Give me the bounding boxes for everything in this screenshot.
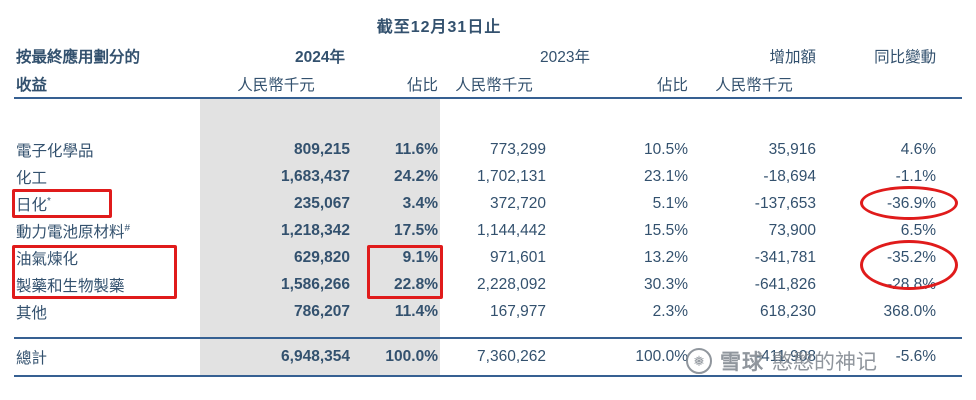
table-row: 其他 786,207 11.4% 167,977 2.3% 618,230 36…: [14, 298, 962, 325]
amount-2024-cell: 786,207: [200, 298, 352, 325]
row-label-text: 其他: [16, 304, 48, 322]
yoy-cell: -36.9%: [886, 194, 937, 212]
yoy-cell: 6.5%: [900, 221, 937, 239]
footnote-marker: *: [47, 195, 51, 207]
total-label: 總計: [14, 337, 200, 377]
total-share-2023: 100.0%: [548, 337, 690, 377]
subheader-amount-increase: 人民幣千元: [690, 70, 818, 99]
row-label: 動力電池原材料#: [14, 217, 200, 244]
row-label: 製藥和生物製藥: [14, 271, 200, 298]
share-2023-cell: 5.1%: [652, 194, 688, 212]
subheader-share-2023: 佔比: [548, 70, 690, 99]
footnote-marker: #: [124, 222, 131, 234]
share-2024-cell: 3.4%: [352, 190, 440, 217]
amount-2023-cell: 167,977: [489, 302, 546, 320]
amount-2023-cell: 2,228,092: [477, 275, 546, 293]
col-header-increase: 增加額: [769, 49, 816, 66]
total-row: 總計 6,948,354 100.0% 7,360,262 100.0% -41…: [14, 337, 963, 377]
amount-2024-cell: 809,215: [200, 136, 352, 163]
yoy-cell: -1.1%: [895, 167, 937, 185]
amount-2024-cell: 1,683,437: [200, 163, 352, 190]
row-label: 日化*: [14, 190, 200, 217]
row-label-text: 製藥和生物製藥: [16, 277, 125, 295]
share-2024-cell: 9.1%: [352, 244, 440, 271]
xueqiu-watermark: ❅ 雪球 憨憨的神记: [686, 346, 877, 376]
share-2023-cell: 30.3%: [644, 275, 688, 293]
increase-cell: 35,916: [768, 140, 816, 158]
row-label-text: 化工: [16, 169, 48, 187]
row-label: 電子化學品: [14, 136, 200, 163]
share-2023-cell: 13.2%: [644, 248, 688, 266]
amount-2023-cell: 971,601: [489, 248, 546, 266]
share-2024-cell: 24.2%: [352, 163, 440, 190]
share-2023-cell: 15.5%: [644, 221, 688, 239]
table-row: 製藥和生物製藥 1,586,266 22.8% 2,228,092 30.3% …: [14, 271, 962, 298]
amount-2023-cell: 1,144,442: [477, 221, 546, 239]
row-label: 油氣煉化: [14, 244, 200, 271]
subheader-amount-2024: 人民幣千元: [200, 70, 352, 99]
increase-cell: 618,230: [759, 302, 816, 320]
row-label: 化工: [14, 163, 200, 190]
increase-cell: 73,900: [768, 221, 816, 239]
total-yoy: -5.6%: [818, 337, 963, 377]
increase-cell: -137,653: [754, 194, 816, 212]
subheader-share-2024: 佔比: [352, 70, 440, 99]
share-2023-cell: 23.1%: [644, 167, 688, 185]
col-header-yoy: 同比變動: [874, 49, 937, 66]
yoy-cell: -28.8%: [886, 275, 937, 293]
xueqiu-logo-icon: ❅: [686, 348, 712, 374]
increase-cell: -18,694: [763, 167, 816, 185]
subheader-yoy-empty: [818, 70, 963, 99]
share-2023-cell: 10.5%: [644, 140, 688, 158]
row-label-text: 日化: [16, 196, 48, 214]
total-share-2024: 100.0%: [352, 337, 440, 377]
amount-2024-cell: 235,067: [200, 190, 352, 217]
watermark-user: 憨憨的神记: [772, 351, 877, 374]
revenue-by-application-table: 截至12月31日止 按最終應用劃分的 2024年 2023年 增加額 同比變動 …: [14, 8, 963, 377]
amount-2024-cell: 1,218,342: [200, 217, 352, 244]
yoy-cell: 368.0%: [883, 302, 937, 320]
increase-cell: -341,781: [754, 248, 816, 266]
row-label-text: 油氣煉化: [16, 250, 79, 268]
amount-2023-cell: 1,702,131: [477, 167, 546, 185]
table-row: 日化* 235,067 3.4% 372,720 5.1% -137,653 -…: [14, 190, 962, 217]
share-2024-cell: 22.8%: [352, 271, 440, 298]
group-header-line1: 按最終應用劃分的: [16, 49, 141, 66]
spacer-row: [14, 325, 962, 338]
group-header-line2: 收益: [14, 70, 200, 99]
share-2023-cell: 2.3%: [652, 302, 688, 320]
amount-2024-cell: 1,586,266: [200, 271, 352, 298]
table-row: 電子化學品 809,215 11.6% 773,299 10.5% 35,916…: [14, 136, 962, 163]
watermark-brand: 雪球: [720, 351, 764, 374]
row-label-text: 電子化學品: [16, 142, 94, 160]
row-label-text: 動力電池原材料: [16, 223, 125, 241]
table-row: 化工 1,683,437 24.2% 1,702,131 23.1% -18,6…: [14, 163, 962, 190]
yoy-cell: 4.6%: [900, 140, 937, 158]
amount-2023-cell: 773,299: [489, 140, 546, 158]
yoy-cell: -35.2%: [886, 248, 937, 266]
total-amount-2023: 7,360,262: [440, 337, 548, 377]
amount-2024-cell: 629,820: [200, 244, 352, 271]
share-2024-cell: 11.6%: [352, 136, 440, 163]
table-row: 油氣煉化 629,820 9.1% 971,601 13.2% -341,781…: [14, 244, 962, 271]
row-label: 其他: [14, 298, 200, 325]
table-title: 截至12月31日止: [376, 19, 502, 36]
total-amount-2024: 6,948,354: [200, 337, 352, 377]
share-2024-cell: 11.4%: [352, 298, 440, 325]
table-row: 動力電池原材料# 1,218,342 17.5% 1,144,442 15.5%…: [14, 217, 962, 244]
amount-2023-cell: 372,720: [489, 194, 546, 212]
subheader-amount-2023: 人民幣千元: [440, 70, 548, 99]
share-2024-cell: 17.5%: [352, 217, 440, 244]
spacer-row: [14, 98, 962, 136]
col-header-2023: 2023年: [540, 49, 590, 66]
increase-cell: -641,826: [754, 275, 816, 293]
col-header-2024: 2024年: [295, 49, 345, 66]
